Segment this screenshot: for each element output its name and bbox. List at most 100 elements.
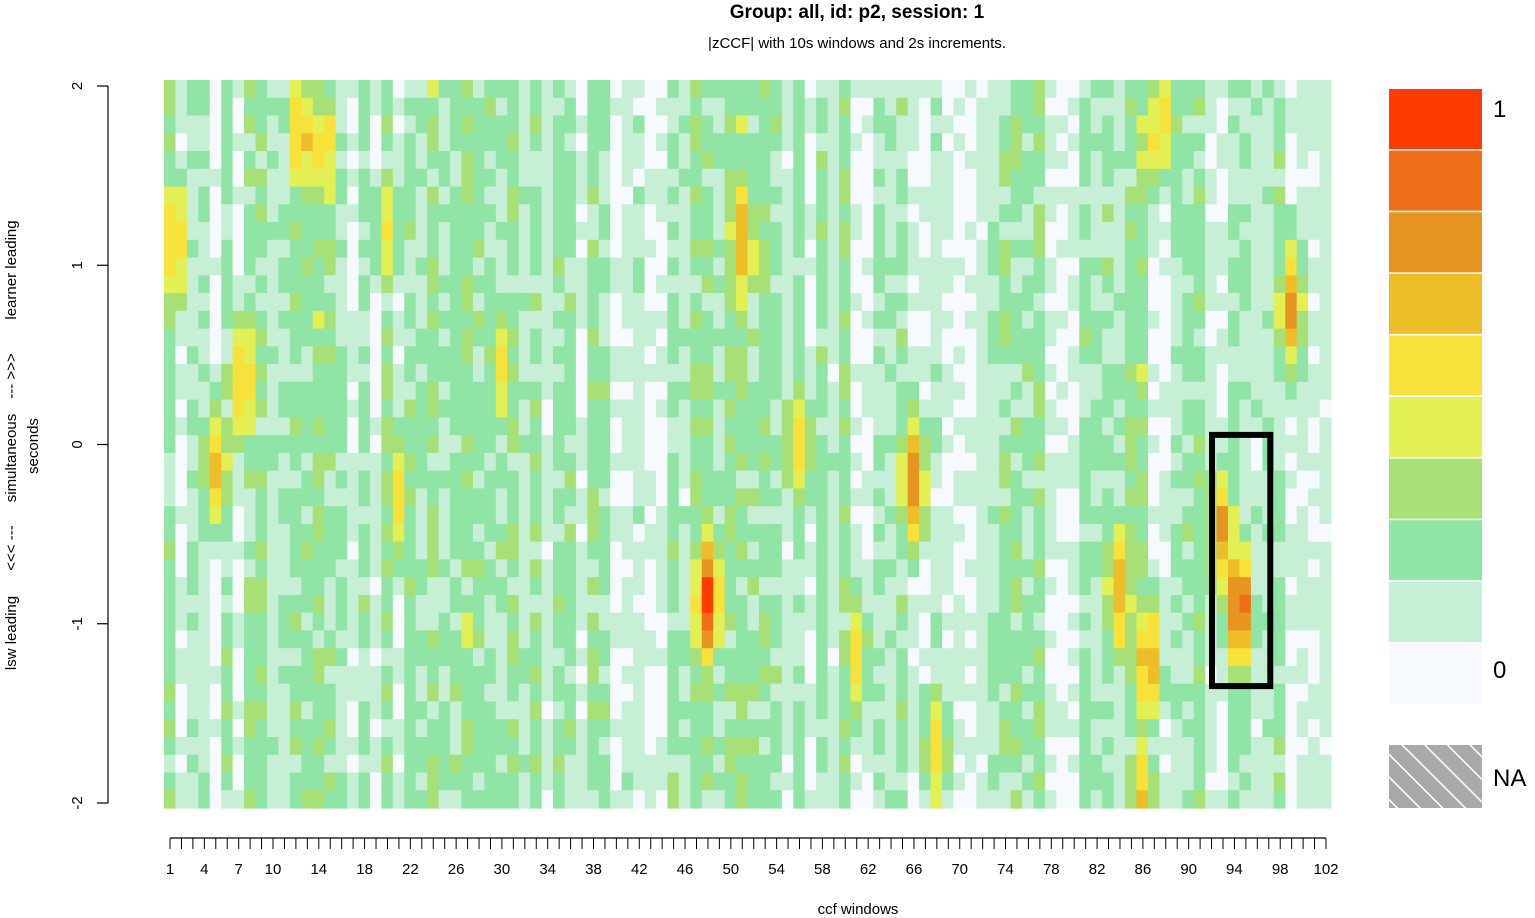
heatmap-cell <box>164 594 177 614</box>
heatmap-cell <box>1079 151 1092 170</box>
heatmap-cell <box>1285 97 1298 117</box>
heatmap-cell <box>1136 523 1149 543</box>
heatmap-cell <box>1216 151 1229 170</box>
heatmap-cell <box>221 399 234 418</box>
heatmap-cell <box>667 719 680 738</box>
heatmap-cell <box>472 381 485 401</box>
heatmap-cell <box>953 648 966 667</box>
heatmap-cell <box>987 275 1000 294</box>
heatmap-cell <box>1228 648 1241 667</box>
heatmap-cell <box>244 97 257 117</box>
heatmap-cell <box>1079 310 1092 330</box>
heatmap-cell <box>198 701 211 720</box>
heatmap-cell <box>907 168 920 188</box>
heatmap-cell <box>1182 328 1195 347</box>
heatmap-cell <box>358 381 371 401</box>
heatmap-cell <box>381 541 394 561</box>
heatmap-cell <box>587 594 600 614</box>
heatmap-cell <box>1285 754 1298 774</box>
heatmap-cell <box>816 151 829 170</box>
heatmap-cell <box>1090 364 1103 383</box>
heatmap-cell <box>690 186 703 205</box>
heatmap-cell <box>232 452 245 472</box>
heatmap-cell <box>976 594 989 614</box>
heatmap-cell <box>495 612 508 632</box>
heatmap-cell <box>976 151 989 170</box>
heatmap-cell <box>770 310 783 330</box>
heatmap-cell <box>1113 328 1126 347</box>
x-tick-label: 90 <box>1180 861 1197 878</box>
heatmap-cell <box>541 435 554 454</box>
heatmap-cell <box>1102 293 1115 312</box>
heatmap-cell <box>381 97 394 117</box>
heatmap-cell <box>221 630 234 649</box>
heatmap-cell <box>804 630 817 649</box>
heatmap-cell <box>621 186 634 205</box>
heatmap-cell <box>1136 168 1149 188</box>
heatmap-cell <box>976 665 989 685</box>
heatmap-cell <box>564 790 577 809</box>
heatmap-cell <box>930 293 943 312</box>
heatmap-cell <box>1079 115 1092 134</box>
heatmap-cell <box>999 488 1012 507</box>
heatmap-cell <box>793 701 806 720</box>
heatmap-cell <box>289 97 302 117</box>
heatmap-cell <box>1239 275 1252 294</box>
heatmap-cell <box>1010 115 1023 134</box>
heatmap-cell <box>1010 435 1023 454</box>
heatmap-cell <box>232 168 245 188</box>
heatmap-cell <box>530 559 543 578</box>
heatmap-cell <box>312 665 325 685</box>
heatmap-cell <box>244 665 257 685</box>
heatmap-cell <box>610 559 623 578</box>
heatmap-cell <box>415 577 428 596</box>
heatmap-cell <box>324 470 337 489</box>
heatmap-cell <box>1239 736 1252 756</box>
heatmap-cell <box>713 648 726 667</box>
heatmap-cell <box>1113 222 1126 241</box>
heatmap-cell <box>850 381 863 401</box>
heatmap-cell <box>1147 328 1160 347</box>
heatmap-cell <box>1216 719 1229 738</box>
heatmap-cell <box>793 417 806 436</box>
heatmap-cell <box>850 754 863 774</box>
heatmap-cell <box>266 346 280 365</box>
heatmap-cell <box>575 133 588 152</box>
heatmap-cell <box>1262 328 1275 347</box>
heatmap-cell <box>427 168 440 188</box>
heatmap-cell <box>713 736 726 756</box>
heatmap-cell <box>541 133 554 152</box>
heatmap-cell <box>575 328 588 347</box>
heatmap-cell <box>484 257 497 276</box>
heatmap-cell <box>575 168 588 188</box>
heatmap-cell <box>221 612 234 632</box>
heatmap-cell <box>244 630 257 649</box>
heatmap-cell <box>1285 204 1298 223</box>
heatmap-cell <box>175 275 188 294</box>
heatmap-cell <box>1113 772 1126 791</box>
heatmap-cell <box>713 151 726 170</box>
heatmap-cell <box>633 133 646 152</box>
heatmap-cell <box>1193 133 1206 152</box>
heatmap-cell <box>850 417 863 436</box>
heatmap-cell <box>472 399 485 418</box>
heatmap-cell <box>964 204 977 223</box>
heatmap-cell <box>244 204 257 223</box>
heatmap-cell <box>575 346 588 365</box>
heatmap-cell <box>335 381 348 401</box>
heatmap-cell <box>415 648 428 667</box>
heatmap-cell <box>278 204 291 223</box>
heatmap-cell <box>358 772 371 791</box>
heatmap-cell <box>1182 239 1195 259</box>
heatmap-cell <box>164 293 177 312</box>
heatmap-cell <box>404 399 417 418</box>
heatmap-cell <box>1067 399 1080 418</box>
heatmap-cell <box>289 648 302 667</box>
heatmap-cell <box>1182 719 1195 738</box>
heatmap-cell <box>930 168 943 188</box>
heatmap-cell <box>1285 381 1298 401</box>
heatmap-cell <box>598 701 611 720</box>
heatmap-cell <box>678 470 691 489</box>
heatmap-cell <box>1079 612 1092 632</box>
heatmap-cell <box>1147 523 1160 543</box>
